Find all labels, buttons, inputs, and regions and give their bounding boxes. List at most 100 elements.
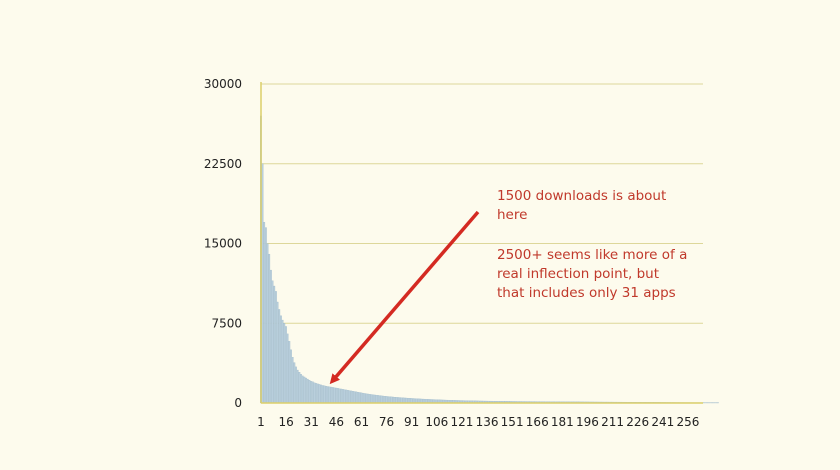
x-tick-label: 166 [526,415,549,429]
bar [395,397,398,404]
bar [276,301,279,404]
y-tick-label: 0 [234,396,242,410]
bar [340,388,343,404]
bar [288,341,291,404]
x-tick-label: 121 [450,415,473,429]
bar [402,397,405,404]
bar [380,395,383,404]
bar [330,386,333,404]
x-tick-label: 61 [354,415,369,429]
x-tick-label: 226 [626,415,649,429]
bar [352,391,354,404]
bar [270,269,272,404]
bar [332,387,334,404]
annotation-line-2: here [497,207,527,223]
bar [375,394,378,404]
bar [385,396,388,404]
bar [266,243,269,404]
bar [283,323,286,404]
bar [273,285,276,404]
bar [325,386,328,404]
x-tick-label: 1 [257,415,265,429]
y-tick-label: 15000 [204,237,242,251]
bar [368,394,371,404]
bar [400,397,403,404]
y-tick-label: 22500 [204,157,242,171]
bar [281,319,284,404]
x-tick-label: 31 [304,415,319,429]
bar [316,383,319,404]
bar [373,394,376,404]
x-tick-label: 76 [379,415,394,429]
bar [367,393,369,404]
bar [387,396,389,404]
bar [300,374,302,404]
x-tick-label: 46 [329,415,344,429]
annotation-arrow [329,210,480,385]
bar [295,366,297,404]
bar [305,377,307,404]
bar [335,387,338,404]
bar [350,390,353,404]
annotation-line-4: real inflection point, but [497,266,659,282]
bar [306,378,309,404]
bar [278,309,281,404]
bar [333,387,336,404]
annotation-line-1: 1500 downloads is about [497,188,666,204]
bar [291,357,294,404]
bar [263,222,266,404]
bar [390,396,393,404]
bar [290,349,292,404]
bar [338,388,341,404]
x-tick-label: 91 [404,415,419,429]
bar [348,390,351,404]
bar [357,391,359,404]
bar [301,375,304,404]
bar [313,382,316,404]
bar [323,385,326,404]
x-tick-label: 241 [651,415,674,429]
gridlines [261,83,703,324]
bar [275,291,277,404]
bar [397,397,400,404]
bar [355,391,358,404]
bar [358,392,361,404]
bar [393,396,396,404]
bar [360,392,363,404]
bar [308,379,311,404]
x-tick-label: 211 [601,415,624,429]
bar [293,362,296,404]
bar [363,393,366,404]
x-tick-label: 136 [476,415,499,429]
bar [403,397,406,404]
bar [382,395,384,404]
y-tick-label: 7500 [211,316,242,330]
x-tick-label: 196 [576,415,599,429]
bar [296,369,299,404]
bar [398,397,401,404]
bar [377,395,379,404]
x-tick-label: 151 [501,415,524,429]
bar [298,372,301,404]
bar [370,394,373,404]
x-tick-labels: 1 16 31 46 61 76 91 106 121 136 151 166 181 196 211 226… [257,415,699,429]
bar [337,388,339,404]
bar [303,376,306,404]
bar [343,389,346,404]
bar [271,280,274,404]
bar [310,381,312,404]
axes [260,82,703,404]
bar [388,396,391,404]
bar [321,385,324,404]
x-tick-label: 16 [278,415,293,429]
bar [268,253,271,404]
bar [286,333,289,404]
y-tick-labels: 30000 22500 15000 7500 0 [204,77,242,410]
bar [347,390,349,404]
bar [362,392,364,404]
bar [365,393,368,404]
bar [265,227,267,404]
x-tick-label: 181 [551,415,574,429]
